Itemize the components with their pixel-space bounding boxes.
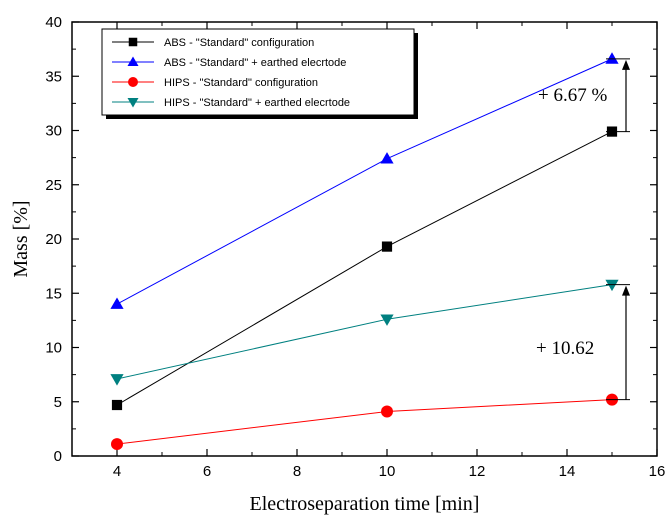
y-tick-label: 20: [45, 231, 62, 248]
x-axis-title: Electroseparation time [min]: [250, 493, 480, 515]
annotation-label: + 10.62: [536, 338, 594, 359]
series-3: [110, 279, 619, 386]
legend-entry-2: HIPS - "Standard" configuration: [112, 77, 318, 89]
series-line: [116, 131, 613, 406]
x-tick-label: 14: [559, 463, 576, 480]
y-tick-label: 25: [45, 177, 62, 194]
legend-label: HIPS - "Standard" + earthed elecrtode: [164, 97, 350, 109]
data-point: [381, 241, 393, 252]
data-point: [110, 374, 124, 386]
annotation-label: + 6.67 %: [538, 85, 607, 106]
axes: 4 6 8 10 12 14 16 0 5 10 15 20 25 30 35 40: [45, 14, 665, 480]
y-tick-label: 40: [45, 14, 62, 31]
legend-label: ABS - "Standard" + earthed elecrtode: [164, 57, 346, 69]
legend-swatch-marker: [128, 37, 138, 47]
data-point: [111, 399, 123, 411]
y-tick-label: 10: [45, 340, 62, 357]
x-tick-label: 4: [113, 463, 121, 480]
data-point: [380, 152, 394, 164]
y-tick-label: 35: [45, 68, 62, 85]
y-tick-label: 30: [45, 123, 62, 140]
x-tick-label: 16: [649, 463, 666, 480]
x-tick-label: 10: [379, 463, 396, 480]
annotation-arrowhead: [622, 59, 630, 70]
legend-label: HIPS - "Standard" configuration: [164, 77, 318, 89]
data-point: [381, 405, 393, 418]
series-2: [111, 393, 618, 451]
legend-entry-1: ABS - "Standard" + earthed elecrtode: [112, 56, 346, 69]
series-1: [110, 52, 619, 309]
x-tick-label: 8: [293, 463, 301, 480]
annotation-1: + 10.62: [536, 284, 630, 401]
series-layer: [110, 52, 619, 451]
legend-swatch-marker: [127, 98, 139, 108]
legend-label: ABS - "Standard" configuration: [164, 37, 314, 49]
annotations: + 6.67 % + 10.62: [536, 58, 630, 401]
y-axis-title: Mass [%]: [10, 200, 32, 277]
data-point: [111, 438, 123, 451]
series-line: [116, 284, 613, 380]
x-tick-label: 12: [469, 463, 486, 480]
data-point: [605, 52, 619, 64]
data-point: [380, 314, 394, 326]
x-tick-label: 6: [203, 463, 211, 480]
legend-swatch-marker: [128, 77, 138, 87]
annotation-arrowhead: [622, 285, 630, 296]
series-0: [111, 126, 618, 411]
y-tick-label: 0: [54, 448, 62, 465]
data-point: [605, 279, 619, 292]
legend-entry-3: HIPS - "Standard" + earthed elecrtode: [112, 97, 350, 109]
series-line: [116, 399, 613, 445]
legend-swatch-marker: [127, 56, 139, 66]
legend-box: [101, 28, 415, 116]
y-tick-label: 5: [54, 394, 62, 411]
legend: ABS - "Standard" configuration ABS - "Sta…: [101, 28, 418, 119]
data-point: [110, 297, 124, 309]
legend-entry-0: ABS - "Standard" configuration: [112, 37, 314, 49]
annotation-0: + 6.67 %: [538, 58, 630, 133]
y-tick-label: 15: [45, 285, 62, 302]
